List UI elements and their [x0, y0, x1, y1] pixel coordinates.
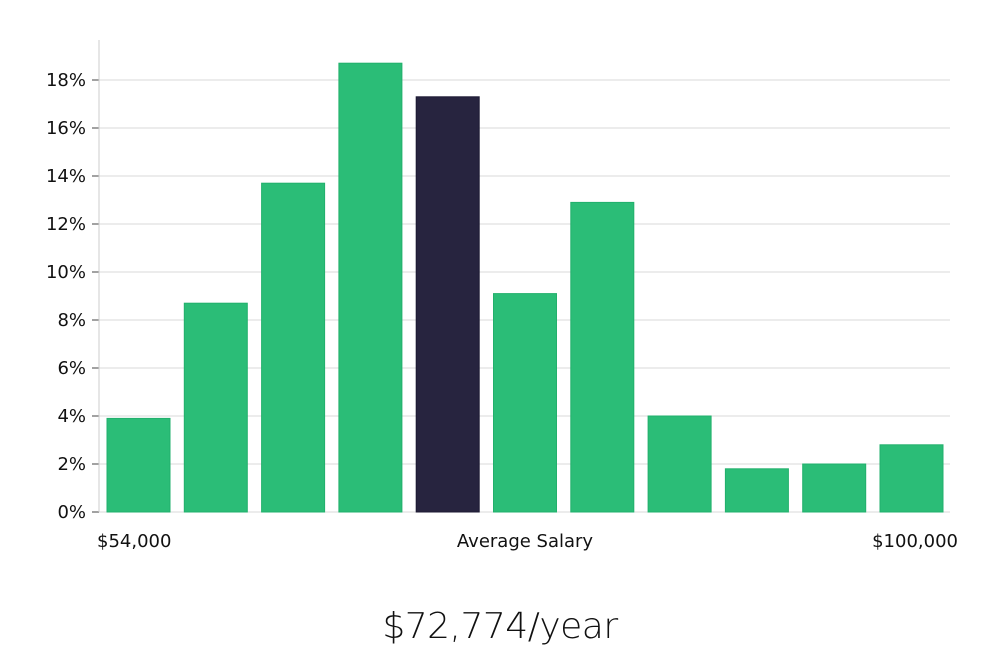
bar — [879, 444, 944, 513]
y-tick-label: 18% — [46, 70, 86, 91]
bars — [106, 62, 944, 513]
y-tick-label: 8% — [57, 310, 86, 331]
y-axis-ticks: 0% 2% 4% 6% 8% 10% 12% 14% 16% 18% — [46, 70, 99, 523]
bar — [724, 468, 789, 513]
bar — [647, 415, 712, 513]
salary-histogram: 0% 2% 4% 6% 8% 10% 12% 14% 16% 18% $54,000 Averag… — [46, 40, 958, 552]
y-tick-label: 0% — [57, 502, 86, 523]
x-axis-label: Average Salary — [457, 531, 594, 552]
bar — [493, 293, 557, 513]
bar — [183, 302, 248, 513]
bar — [570, 201, 635, 513]
y-tick-label: 2% — [57, 454, 86, 475]
bar — [338, 62, 403, 513]
y-tick-label: 16% — [46, 118, 86, 139]
y-tick-label: 12% — [46, 214, 86, 235]
y-tick-label: 6% — [57, 358, 86, 379]
y-tick-label: 4% — [57, 406, 86, 427]
bar — [106, 417, 171, 513]
bar — [261, 182, 326, 513]
bar-highlighted — [415, 96, 480, 513]
y-tick-label: 10% — [46, 262, 86, 283]
average-salary-value: $72,774/year — [382, 606, 618, 647]
y-tick-label: 14% — [46, 166, 86, 187]
bar — [802, 463, 867, 513]
x-min-label: $54,000 — [97, 531, 171, 552]
x-max-label: $100,000 — [872, 531, 958, 552]
